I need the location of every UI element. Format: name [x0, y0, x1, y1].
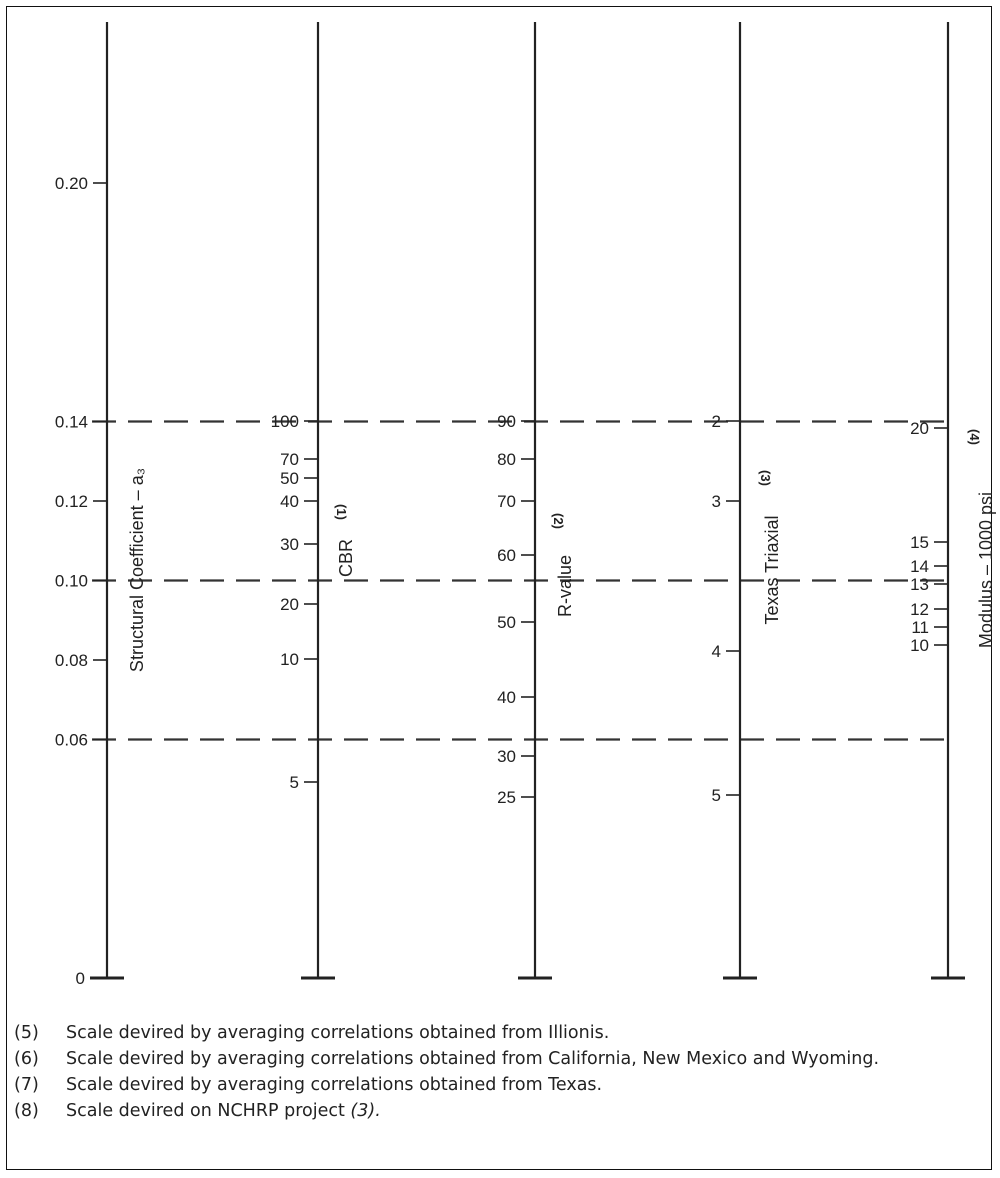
axis-title-structural-coefficient: Structural Coefficient – a₃ — [127, 468, 147, 672]
tick-label: 30 — [497, 747, 516, 766]
tick-label: 80 — [497, 450, 516, 469]
figure-frame — [6, 6, 992, 1170]
tick-label: 0.08 — [55, 651, 88, 670]
tick-label: 0.20 — [55, 174, 88, 193]
footnote-6: (6) Scale devired by averaging correlati… — [14, 1046, 994, 1072]
tick-label: 0.06 — [55, 731, 88, 750]
tick-label: 14 — [910, 557, 929, 576]
tick-label: 25 — [497, 788, 516, 807]
axis-title-r-value: R-value — [555, 555, 575, 617]
nomograph: 0.20 0.14 0.12 0.10 0.08 0.06 0 Structural Coe… — [55, 22, 996, 988]
tick-label: 70 — [280, 450, 299, 469]
tick-label: 4 — [712, 642, 721, 661]
tick-label: 50 — [280, 469, 299, 488]
footnote-number: (7) — [14, 1075, 39, 1095]
tick-label: 5 — [290, 773, 299, 792]
footnote-number: (6) — [14, 1049, 39, 1069]
tick-label: 50 — [497, 613, 516, 632]
tick-label: 20 — [910, 419, 929, 438]
reference-lines — [92, 420, 948, 741]
tick-label: 20 — [280, 595, 299, 614]
axis-structural-coefficient: 0.20 0.14 0.12 0.10 0.08 0.06 0 Structural Coe… — [55, 22, 147, 988]
footnote-text-wrap: Scale devired on NCHRP project (3). — [66, 1098, 994, 1124]
tick-label: 10 — [280, 650, 299, 669]
tick-label: 5 — [712, 786, 721, 805]
tick-label: 3 — [712, 492, 721, 511]
footnote-7: (7) Scale devired by averaging correlati… — [14, 1072, 994, 1098]
axis-title-texas-triaxial: Texas Triaxial — [762, 515, 782, 624]
tick-label: 60 — [497, 546, 516, 565]
footnote-number: (5) — [14, 1023, 39, 1043]
tick-label: 0.12 — [55, 492, 88, 511]
tick-label: 30 — [280, 535, 299, 554]
footnote-text: Scale devired by averaging correlations … — [66, 1023, 610, 1043]
tick-label: 70 — [497, 492, 516, 511]
tick-label: 40 — [280, 492, 299, 511]
axis-r-value: 90 80 70 60 50 40 30 25 R-value (2) — [497, 22, 575, 980]
axis-note-r-value: (2) — [551, 513, 566, 529]
tick-label: 13 — [910, 575, 929, 594]
tick-label: 40 — [497, 688, 516, 707]
tick-label: 11 — [911, 618, 929, 637]
tick-label: 12 — [910, 600, 929, 619]
axis-note-cbr: (1) — [334, 504, 349, 520]
footnote-text: Scale devired by averaging correlations … — [66, 1075, 603, 1095]
footnote-citation: (3). — [350, 1101, 381, 1121]
tick-label: 0 — [76, 969, 85, 988]
axis-title-cbr: CBR — [336, 539, 356, 577]
tick-label: 0.10 — [55, 572, 88, 591]
axis-note-modulus: (4) — [967, 429, 982, 445]
tick-label: 10 — [910, 636, 929, 655]
tick-label: 100 — [271, 412, 299, 431]
axis-title-modulus: Modulus – 1000 psi — [976, 492, 996, 648]
footnote-5: (5) Scale devired by averaging correlati… — [14, 1020, 994, 1046]
footnote-text: Scale devired on NCHRP project — [66, 1101, 351, 1121]
axis-note-texas-triaxial: (3) — [758, 470, 773, 486]
tick-label: 0.14 — [55, 413, 88, 432]
footnote-number: (8) — [14, 1101, 39, 1121]
footnotes: (5) Scale devired by averaging correlati… — [14, 1020, 994, 1124]
footnote-8: (8) Scale devired on NCHRP project (3). — [14, 1098, 994, 1124]
tick-label: 15 — [910, 533, 929, 552]
tick-label: 90 — [497, 412, 516, 431]
axis-texas-triaxial: 2 3 4 5 Texas Triaxial (3) — [712, 22, 782, 980]
tick-label: 2 — [712, 412, 721, 431]
footnote-text: Scale devired by averaging correlations … — [66, 1049, 880, 1069]
